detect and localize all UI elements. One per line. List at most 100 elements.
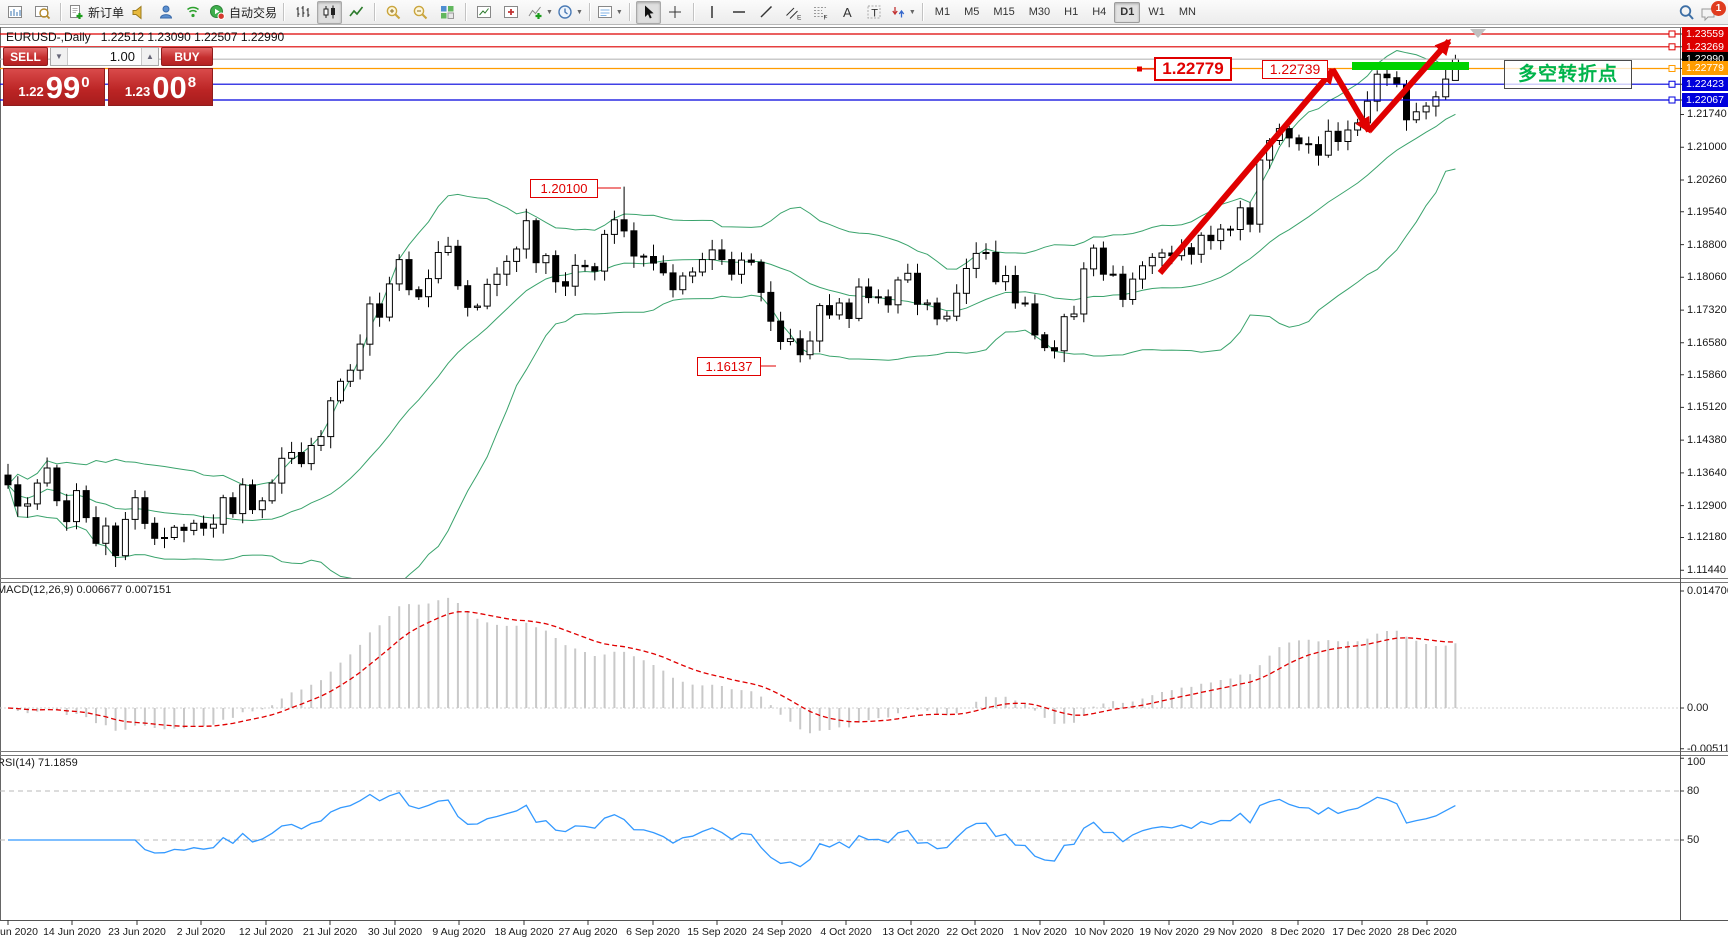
timeframe-button-m5[interactable]: M5 [964, 6, 980, 18]
zoom-in-button[interactable] [381, 1, 406, 24]
timeframe-button-m15[interactable]: M15 [993, 6, 1015, 18]
sell-price-display[interactable]: 1.22 99 0 [3, 68, 105, 106]
trend-arrow-2 [1330, 68, 1372, 134]
price-label-1.22779[interactable]: 1.22779 [1154, 57, 1232, 81]
market-watch-button[interactable] [154, 1, 179, 24]
notification-count-badge: 1 [1711, 0, 1726, 16]
toolbar-separator [374, 3, 377, 21]
timeframe-button-h1[interactable]: H1 [1064, 6, 1079, 18]
buy-price-prefix: 1.23 [124, 84, 151, 99]
date-axis-label[interactable]: un 2020 [0, 926, 38, 938]
date-axis-label[interactable]: 22 Oct 2020 [946, 926, 1004, 938]
price-axis-tick-1.11440: 1.11440 [1687, 564, 1726, 576]
chart-search-icon [34, 4, 51, 21]
turning-point-label[interactable]: 多空转折点 [1504, 60, 1632, 89]
rsi-axis-tick-100: 100 [1687, 756, 1706, 768]
date-axis-label[interactable]: 8 Dec 2020 [1271, 926, 1325, 938]
volume-increase-arrow[interactable]: ▲ [141, 48, 158, 65]
zoom-out-icon [412, 4, 429, 21]
indicators-button[interactable]: ▼ [526, 1, 554, 24]
equidistant-channel-button[interactable]: E [781, 1, 806, 24]
price-axis-tick-1.13640: 1.13640 [1687, 467, 1727, 479]
timeframe-button-m1[interactable]: M1 [934, 6, 951, 18]
buy-button[interactable]: BUY [161, 47, 213, 66]
timeframe-button-mn[interactable]: MN [1178, 6, 1196, 18]
date-axis-label[interactable]: 9 Aug 2020 [432, 926, 486, 938]
horizontal-line-button[interactable] [727, 1, 752, 24]
auto-trading-button[interactable]: 自动交易 [208, 1, 278, 24]
sounds-button[interactable] [127, 1, 152, 24]
arrows-objects-button[interactable]: ▼ [889, 1, 917, 24]
crosshair-icon [667, 4, 684, 21]
dropdown-arrow-icon[interactable]: ▼ [575, 8, 583, 16]
new-chart-button[interactable] [3, 1, 28, 24]
rsi-indicator-label: RSI(14) 71.1859 [0, 757, 78, 769]
crosshair-button[interactable] [663, 1, 688, 24]
buy-price-pips: 00 [152, 70, 187, 105]
periods-button[interactable]: ▼ [556, 1, 584, 24]
buy-price-display[interactable]: 1.23 00 8 [108, 68, 213, 106]
price-label-1.20100[interactable]: 1.20100 [530, 179, 598, 198]
date-axis-label[interactable]: 18 Aug 2020 [494, 926, 554, 938]
date-axis-label[interactable]: 2 Jul 2020 [176, 926, 226, 938]
date-axis-label[interactable]: 27 Aug 2020 [558, 926, 618, 938]
date-axis-label[interactable]: 14 Jun 2020 [43, 926, 101, 938]
timeframe-button-h4[interactable]: H4 [1092, 6, 1107, 18]
textT-icon: T [866, 4, 883, 21]
zoom-out-button[interactable] [408, 1, 433, 24]
templates-button[interactable]: ▼ [596, 1, 624, 24]
date-axis-label[interactable]: 19 Nov 2020 [1139, 926, 1199, 938]
trendline-button[interactable] [754, 1, 779, 24]
date-axis-label[interactable]: 13 Oct 2020 [882, 926, 940, 938]
date-axis-label[interactable]: 6 Sep 2020 [626, 926, 680, 938]
date-axis-label[interactable]: 17 Dec 2020 [1332, 926, 1392, 938]
doc-plus-icon [68, 4, 85, 21]
date-axis-label[interactable]: 15 Sep 2020 [687, 926, 747, 938]
cursor-button[interactable] [635, 0, 661, 24]
date-axis-label[interactable]: 4 Oct 2020 [820, 926, 872, 938]
dropdown-arrow-icon[interactable]: ▼ [546, 8, 553, 16]
price-label-1.16137[interactable]: 1.16137 [697, 357, 761, 376]
date-axis-label[interactable]: 21 Jul 2020 [302, 926, 358, 938]
price-label-1.22739[interactable]: 1.22739 [1262, 60, 1328, 79]
chart-shift-marker [1470, 29, 1486, 38]
notifications-button[interactable]: 1 [1700, 0, 1726, 24]
signal-icon [185, 4, 202, 21]
track-chart-button[interactable] [499, 1, 524, 24]
dropdown-arrow-icon[interactable]: ▼ [615, 8, 623, 16]
signals-button[interactable] [181, 1, 206, 24]
price-axis-tick-1.15120: 1.15120 [1687, 401, 1727, 413]
dropdown-arrow-icon[interactable]: ▼ [908, 8, 916, 16]
volume-value[interactable]: 1.00 [109, 49, 135, 64]
text-button[interactable]: A [835, 1, 860, 24]
tile-windows-button[interactable] [435, 1, 460, 24]
volume-spinner[interactable]: ▼ 1.00 ▲ [50, 47, 159, 66]
date-axis-label[interactable]: 28 Dec 2020 [1397, 926, 1457, 938]
bar-chart-mode-button[interactable] [290, 1, 315, 24]
new-order-button[interactable]: 新订单 [67, 1, 125, 24]
rsi-axis-tick-50: 50 [1687, 834, 1700, 846]
search-button[interactable] [1674, 1, 1699, 24]
profiles-button[interactable] [30, 1, 55, 24]
fibonacci-button[interactable]: F [808, 1, 833, 24]
date-axis-label[interactable]: 24 Sep 2020 [752, 926, 812, 938]
line-chart-mode-button[interactable] [344, 1, 369, 24]
vertical-line-button[interactable] [700, 1, 725, 24]
date-axis-label[interactable]: 10 Nov 2020 [1074, 926, 1134, 938]
svg-text:T: T [871, 7, 878, 19]
date-axis-label[interactable]: 23 Jun 2020 [108, 926, 166, 938]
text-label-button[interactable]: T [862, 1, 887, 24]
timeframe-button-d1[interactable]: D1 [1114, 1, 1141, 23]
auto-arrange-button[interactable] [472, 1, 497, 24]
date-axis-label[interactable]: 12 Jul 2020 [238, 926, 294, 938]
date-axis-label[interactable]: 29 Nov 2020 [1203, 926, 1263, 938]
toolbar-separator [921, 3, 924, 21]
sell-button[interactable]: SELL [3, 47, 48, 66]
candlestick-mode-button[interactable] [317, 0, 343, 24]
timeframe-button-w1[interactable]: W1 [1148, 6, 1165, 18]
date-axis-label[interactable]: 30 Jul 2020 [367, 926, 423, 938]
date-axis-label[interactable]: 1 Nov 2020 [1013, 926, 1067, 938]
volume-decrease-arrow[interactable]: ▼ [51, 48, 68, 65]
timeframe-button-m30[interactable]: M30 [1028, 6, 1051, 18]
